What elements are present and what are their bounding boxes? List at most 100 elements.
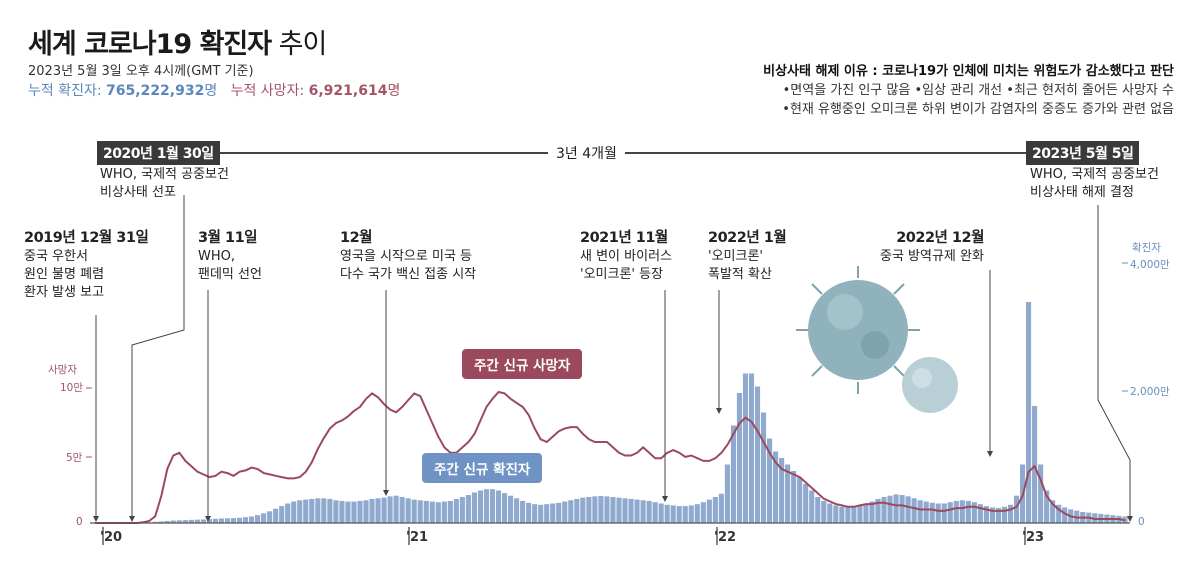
event-title: 2022년 12월 (896, 230, 984, 246)
connector-2023-05 (1097, 205, 1131, 520)
case-bar (851, 506, 857, 523)
case-bar (327, 498, 333, 523)
case-bar (164, 520, 170, 523)
cum-cases-value: 765,222,932 (106, 83, 205, 99)
case-bar (170, 520, 176, 523)
case-bar (983, 506, 989, 523)
case-bar (255, 515, 261, 523)
event-line: 팬데믹 선언 (198, 267, 262, 282)
case-bar (845, 507, 851, 523)
case-bar (706, 499, 712, 523)
title-light: 추이 (271, 29, 328, 60)
case-bar (869, 501, 875, 523)
case-bar (333, 500, 339, 523)
event-2022-01: 2022년 1월 '오미크론' 폭발적 확산 (708, 228, 787, 284)
x-label-2023: '23 (1022, 530, 1045, 545)
timeline-start-tag: 2020년 1월 30일 (97, 141, 220, 165)
case-bar (212, 518, 218, 523)
event-line: WHO, (198, 249, 235, 264)
cum-cases-label: 누적 확진자: (28, 83, 107, 99)
case-bar (544, 504, 550, 523)
case-bar (1062, 507, 1068, 523)
right-tick-2000: 2,000만 (1130, 386, 1170, 398)
case-bar (357, 500, 363, 523)
event-line: 중국 방역규제 완화 (880, 249, 984, 264)
reason-line-2: •현재 유행중인 오미크론 하위 변이가 감염자의 중증도 증가와 관련 없음 (782, 102, 1174, 117)
case-bar (520, 500, 526, 523)
case-bar (989, 507, 995, 523)
arrow (383, 490, 389, 496)
timeline-start-note: WHO, 국제적 공중보건 비상사태 선포 (100, 166, 229, 202)
page-title: 세계 코로나19 확진자 추이 (28, 22, 328, 61)
case-bar (893, 494, 899, 523)
event-2020-03: 3월 11일 WHO, 팬데믹 선언 (198, 228, 262, 284)
right-tick-0: 0 (1138, 516, 1145, 528)
arrow (1127, 516, 1133, 522)
case-bar (399, 497, 405, 523)
case-bar (381, 497, 387, 523)
case-bar (279, 506, 285, 523)
case-bar (682, 506, 688, 523)
case-bar (267, 511, 273, 523)
deaths-series-label: 주간 신규 사망자 (462, 349, 583, 379)
case-bar (200, 519, 206, 523)
left-axis-label: 사망자 (48, 364, 77, 376)
event-line: 환자 발생 보고 (24, 285, 105, 300)
event-line: 다수 국가 백신 접종 시작 (340, 267, 477, 282)
case-bar (1007, 504, 1014, 523)
case-bar (453, 498, 459, 523)
case-bar (911, 498, 917, 523)
case-bar (899, 495, 905, 523)
case-bar (754, 386, 761, 523)
case-bar (767, 438, 773, 523)
case-bar (435, 502, 441, 523)
case-bar (291, 501, 297, 523)
case-bar (652, 502, 658, 523)
case-bar (604, 496, 610, 523)
event-2022-12: 2022년 12월 중국 방역규제 완화 (880, 228, 984, 266)
cumulative-stats: 누적 확진자: 765,222,932명 누적 사망자: 6,921,614명 (28, 80, 400, 100)
case-bar (941, 503, 947, 523)
case-bar (736, 393, 743, 523)
case-bar (429, 501, 435, 523)
case-bar (965, 500, 971, 523)
event-title: 12월 (340, 230, 373, 246)
case-bar (538, 504, 544, 523)
case-bar (827, 503, 833, 523)
start-note-line-1: WHO, 국제적 공중보건 (100, 167, 229, 182)
event-2020-12: 12월 영국을 시작으로 미국 등 다수 국가 백신 접종 시작 (340, 228, 476, 284)
cum-deaths-unit: 명 (387, 83, 401, 99)
case-bar (917, 500, 923, 523)
cum-cases-unit: 명 (204, 83, 218, 99)
case-bar (1038, 464, 1044, 523)
case-bar (1032, 406, 1038, 523)
case-bar (887, 495, 893, 523)
end-note-line-1: WHO, 국제적 공중보건 (1030, 167, 1159, 182)
case-bar (514, 498, 520, 523)
reason-heading: 비상사태 해제 이유 : 코로나19가 인체에 미치는 위험도가 감소했다고 판… (763, 64, 1174, 79)
case-bar (610, 497, 616, 523)
case-bar (773, 451, 779, 523)
case-bar (598, 496, 604, 523)
event-2021-11: 2021년 11월 새 변이 바이러스 '오미크론' 등장 (580, 228, 672, 284)
x-label-2020: '20 (100, 530, 123, 545)
case-bar (477, 490, 484, 523)
case-bar (224, 518, 231, 523)
case-bar (670, 505, 676, 523)
case-bar (345, 501, 351, 523)
event-line: 폭발적 확산 (708, 267, 772, 282)
case-bar (1013, 495, 1020, 523)
death-line (95, 390, 1126, 524)
arrow (129, 516, 135, 522)
case-bar (742, 373, 749, 523)
event-2019-12: 2019년 12월 31일 중국 우한서 원인 불명 폐렴 환자 발생 보고 (24, 228, 149, 302)
case-bar (664, 504, 670, 523)
case-bar (586, 497, 592, 523)
case-bar (658, 503, 664, 523)
case-bar (465, 495, 471, 523)
left-tick-50k: 5만 (66, 452, 83, 464)
end-note-line-2: 비상사태 해제 결정 (1030, 185, 1134, 200)
case-bar (242, 517, 249, 523)
case-bar (562, 501, 568, 523)
timeline-end-note: WHO, 국제적 공중보건 비상사태 해제 결정 (1030, 166, 1159, 202)
